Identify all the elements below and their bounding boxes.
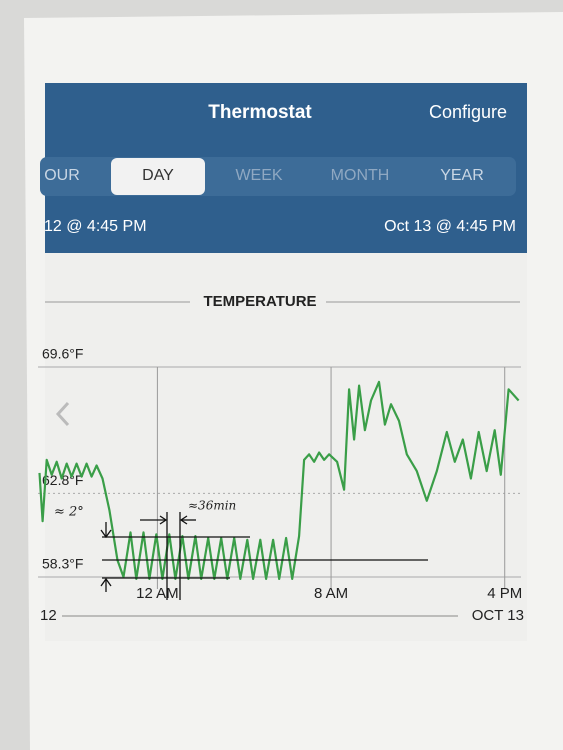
tab[interactable]: DAY — [142, 167, 174, 184]
tab[interactable]: MONTH — [331, 167, 390, 184]
ink-marks — [100, 512, 428, 600]
date-label: OCT 13 — [472, 607, 524, 624]
x-tick-label: 8 AM — [314, 585, 348, 602]
x-tick-label: 4 PM — [487, 585, 522, 602]
configure-button[interactable]: Configure — [429, 102, 507, 122]
annotation: ≈36min — [188, 499, 236, 513]
date-label: 12 — [40, 607, 57, 624]
y-tick-label: 58.3°F — [42, 556, 83, 572]
tab[interactable]: OUR — [44, 167, 80, 184]
y-tick-label: 62.8°F — [42, 472, 83, 488]
tab[interactable]: YEAR — [440, 167, 484, 184]
chart-title: TEMPERATURE — [203, 293, 316, 310]
plot: 58.3°F 62.8°F 69.6°F 12 AM 8 AM 4 PM — [38, 346, 522, 602]
header-title: Thermostat — [208, 102, 312, 123]
range-start: 12 @ 4:45 PM — [44, 218, 147, 235]
tab[interactable]: WEEK — [235, 167, 282, 184]
y-tick-label: 69.6°F — [42, 346, 83, 362]
back-chevron[interactable] — [55, 401, 70, 427]
x-tick-label: 12 AM — [136, 585, 179, 602]
tab-selected — [111, 158, 205, 195]
temperature-line — [38, 380, 520, 580]
annotation: ≈ 2° — [54, 505, 84, 520]
range-end: Oct 13 @ 4:45 PM — [384, 218, 516, 235]
